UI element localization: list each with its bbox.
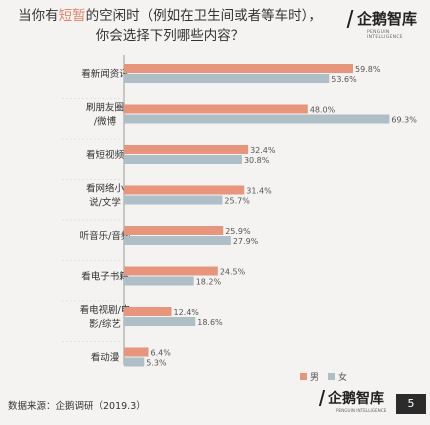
logo-text: 企鹅智库 (328, 391, 384, 407)
data-label: 27.9% (233, 237, 259, 246)
page-number: 5 (396, 394, 426, 414)
category-label: 看电子书籍 (81, 271, 129, 283)
bar-male (124, 307, 172, 316)
bar-male (124, 266, 218, 276)
bar-female (124, 317, 196, 326)
category-label: 看新闻资讯 (81, 68, 129, 80)
bar-male (124, 226, 224, 235)
legend-swatch-female (328, 373, 335, 380)
data-label: 32.4% (250, 146, 276, 155)
bar-female (124, 357, 145, 367)
bar-male (124, 185, 245, 195)
penguin-logo: 企鹅智库 PENGUIN INTELLIGENCE (345, 6, 425, 40)
bar-female (124, 236, 231, 245)
bar-female (124, 155, 242, 164)
title-part2: 的空闲时（例如在卫生间或者等车时）， (85, 8, 322, 24)
data-label: 18.6% (197, 318, 223, 327)
data-label: 12.4% (173, 308, 199, 317)
title-part1: 当你有 (18, 8, 59, 24)
data-source: 数据来源：企鹅调研（2019.3） (8, 401, 146, 412)
data-label: 24.5% (220, 268, 246, 277)
data-label: 31.4% (246, 187, 272, 196)
category-label: 看动漫 (91, 352, 120, 364)
bar-female (124, 195, 223, 205)
bar-male (124, 145, 249, 154)
legend-swatch-male (300, 373, 307, 380)
data-label: 25.7% (224, 197, 250, 206)
title-highlight: 短暂 (58, 8, 86, 24)
bar-male (124, 347, 149, 357)
bar-male (124, 104, 308, 114)
data-label: 18.2% (196, 278, 222, 287)
bar-female (124, 276, 194, 286)
data-label: 53.6% (331, 75, 357, 84)
category-label: 听音乐/音频 (80, 230, 131, 242)
data-label: 59.8% (355, 65, 381, 74)
category-label: 看网络小说/文学 (86, 183, 125, 209)
logo-text: 企鹅智库 (357, 10, 418, 28)
legend-label: 男 (310, 372, 319, 383)
data-label: 30.8% (244, 156, 270, 165)
category-label: 刷朋友圈/微博 (86, 102, 124, 128)
data-label: 25.9% (225, 227, 251, 236)
penguin-logo-footer: 企鹅智库 PENGUIN INTELLIGENCE (318, 386, 388, 418)
title-line2: 你会选择下列哪些内容？ (95, 28, 245, 44)
data-label: 5.3% (146, 359, 167, 368)
data-label: 6.4% (151, 349, 172, 358)
bar-female (124, 74, 330, 83)
bar-male (124, 64, 354, 73)
logo-subtext: PENGUIN INTELLIGENCE (367, 30, 403, 40)
logo-subtext: PENGUIN INTELLIGENCE (336, 408, 387, 413)
bar-female (124, 114, 390, 124)
logo-mark-icon (318, 390, 326, 406)
legend-label: 女 (338, 371, 347, 383)
category-label: 看短视频 (86, 149, 125, 161)
chart-title: 当你有短暂的空闲时（例如在卫生间或者等车时）， 你会选择下列哪些内容？ (0, 6, 340, 46)
category-label: 看电视剧/电影/综艺 (80, 304, 131, 330)
data-label: 69.3% (391, 116, 417, 125)
data-label: 48.0% (310, 106, 336, 115)
